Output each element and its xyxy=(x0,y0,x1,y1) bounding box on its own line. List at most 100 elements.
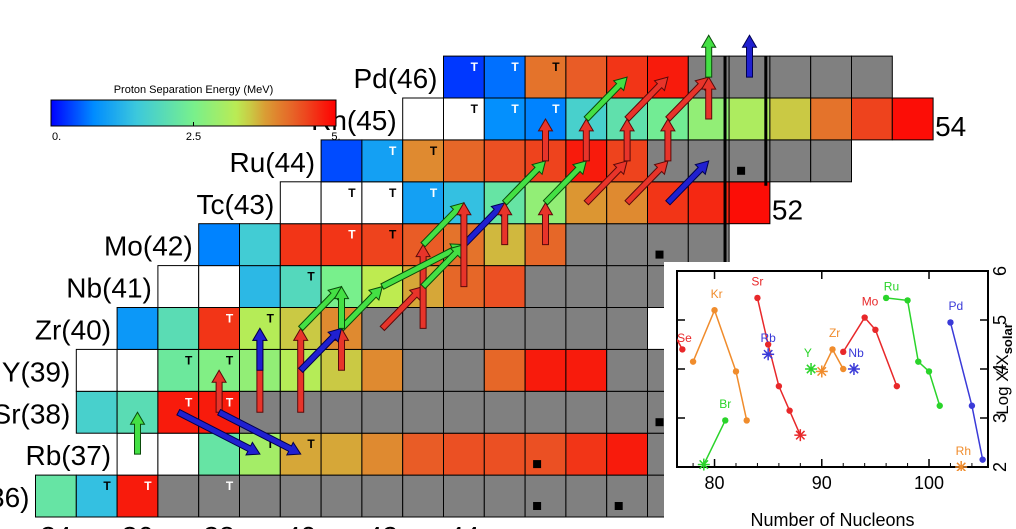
row-label-Tc(43): Tc(43) xyxy=(197,189,275,220)
cell-z40-n38 xyxy=(198,307,240,350)
row-label-Zr(40): Zr(40) xyxy=(35,314,111,345)
colorbar-title: Proton Separation Energy (MeV) xyxy=(114,84,274,96)
point-Pd xyxy=(968,402,976,409)
cell-z46-n53 xyxy=(810,55,853,99)
cell-tag-t: T xyxy=(389,186,397,200)
arrow-blue xyxy=(665,160,710,206)
series-label-Rh: Rh xyxy=(956,444,971,458)
cell-tag-t: T xyxy=(144,479,152,493)
series-label-Se: Se xyxy=(677,331,692,345)
point-Ru xyxy=(882,294,890,302)
row-label-Y(39): Y(39) xyxy=(2,356,70,387)
cell-z37-n43 xyxy=(402,432,445,476)
cell-tag-t: T xyxy=(430,186,438,200)
arrow-green xyxy=(700,34,717,78)
star-stroke xyxy=(849,364,859,374)
cell-z36-n42 xyxy=(361,474,404,518)
cell-z37-n48 xyxy=(606,432,649,476)
cell-z44-n45 xyxy=(483,139,526,183)
x-tick-42: 42 xyxy=(367,521,398,529)
series-label-Ru: Ru xyxy=(884,280,899,294)
cell-tag-t: T xyxy=(307,437,315,451)
cell-z42-n39 xyxy=(239,223,281,267)
star-stroke xyxy=(956,462,966,471)
cell-marker xyxy=(737,166,746,175)
point-Sr xyxy=(764,341,772,348)
point-Zr xyxy=(829,346,836,353)
colorbar-tick-label: 5. xyxy=(331,131,340,143)
element-labels: Kr(36) Rb(37) Sr(38) Y(39) Zr(40) Nb(41) Mo(42… xyxy=(0,63,966,529)
arrow-red xyxy=(211,369,227,413)
cell-tag-t: T xyxy=(348,228,356,242)
arrow-green xyxy=(420,243,465,290)
point-Mo xyxy=(840,348,847,356)
cell-z36-n34 xyxy=(35,474,77,518)
point-Ru xyxy=(936,402,943,409)
cell-z40-n48 xyxy=(606,307,649,350)
series-label-Zr: Zr xyxy=(829,326,840,340)
cell-tag-t: T xyxy=(267,437,275,451)
cell-tag-t: T xyxy=(471,60,479,74)
inset-y-axis-label-main: Log X/X xyxy=(993,354,1012,415)
arrow-red xyxy=(660,118,676,162)
cell-z40-n44 xyxy=(443,307,485,350)
series-line-Mo xyxy=(842,316,898,387)
cell-z44-n41 xyxy=(320,139,363,183)
cell-z39-n48 xyxy=(606,348,649,392)
cell-z44-n51 xyxy=(728,139,771,183)
arrow-red xyxy=(583,160,628,206)
cell-z46-n46 xyxy=(524,55,567,99)
inset-y-tick-label: 4 xyxy=(990,364,1010,374)
cell-tag-t: T xyxy=(389,228,397,242)
cell-z37-n42 xyxy=(361,432,404,476)
cell-marker xyxy=(533,502,542,510)
arrow-red xyxy=(496,201,513,246)
series-line-Br xyxy=(703,420,726,465)
row-label-Mo(42): Mo(42) xyxy=(104,231,193,262)
flow-arrows xyxy=(129,34,758,456)
colorbar-bar xyxy=(50,99,337,127)
cell-z37-n44 xyxy=(443,432,485,476)
colorbar-tick-label: 0. xyxy=(52,131,61,143)
inset-y-tick-label: 6 xyxy=(990,266,1010,276)
arrow-blue xyxy=(297,327,343,374)
cell-z38-n48 xyxy=(606,390,649,434)
arrow-green xyxy=(542,160,587,206)
cell-z40-n36 xyxy=(116,307,159,350)
star-stroke xyxy=(763,349,773,360)
cell-z43-n41 xyxy=(320,181,363,225)
colorbar-tick-label: 2.5 xyxy=(186,131,201,143)
x-tick-36: 36 xyxy=(122,521,153,529)
series-label-Br: Br xyxy=(719,397,731,411)
cell-z38-n35 xyxy=(75,390,118,434)
cell-z45-n53 xyxy=(810,97,853,141)
cell-z41-n40 xyxy=(279,265,322,309)
cell-tag-t: T xyxy=(185,395,193,409)
point-Sr xyxy=(786,407,793,414)
cell-z37-n45 xyxy=(483,432,526,476)
inset-frame xyxy=(676,270,989,468)
arrow-red xyxy=(537,201,554,246)
inset-x-tick-label: 90 xyxy=(812,473,832,493)
cell-z43-n43 xyxy=(402,181,445,225)
series-label-Rb: Rb xyxy=(760,331,776,345)
cell-z39-n37 xyxy=(157,348,200,392)
point-Br xyxy=(722,417,729,424)
cell-z43-n50 xyxy=(687,181,730,225)
cell-tag-t: T xyxy=(471,102,479,116)
cell-z44-n44 xyxy=(443,139,485,183)
cell-tag-t: T xyxy=(226,353,234,367)
inset-y-tick-label: 5 xyxy=(990,315,1010,325)
point-Mo xyxy=(861,314,868,321)
edge-label-52: 52 xyxy=(772,195,803,226)
cell-z46-n52 xyxy=(769,55,812,99)
arrow-red xyxy=(456,201,472,288)
row-label-Ru(44): Ru(44) xyxy=(230,147,316,178)
point-Kr xyxy=(711,307,718,314)
cell-z38-n44 xyxy=(443,390,485,434)
point-Kr xyxy=(689,358,697,365)
cell-tag-t: T xyxy=(226,312,234,326)
point-star-Nb xyxy=(847,363,860,375)
cell-z39-n47 xyxy=(565,348,608,392)
arrow-red xyxy=(379,285,424,332)
